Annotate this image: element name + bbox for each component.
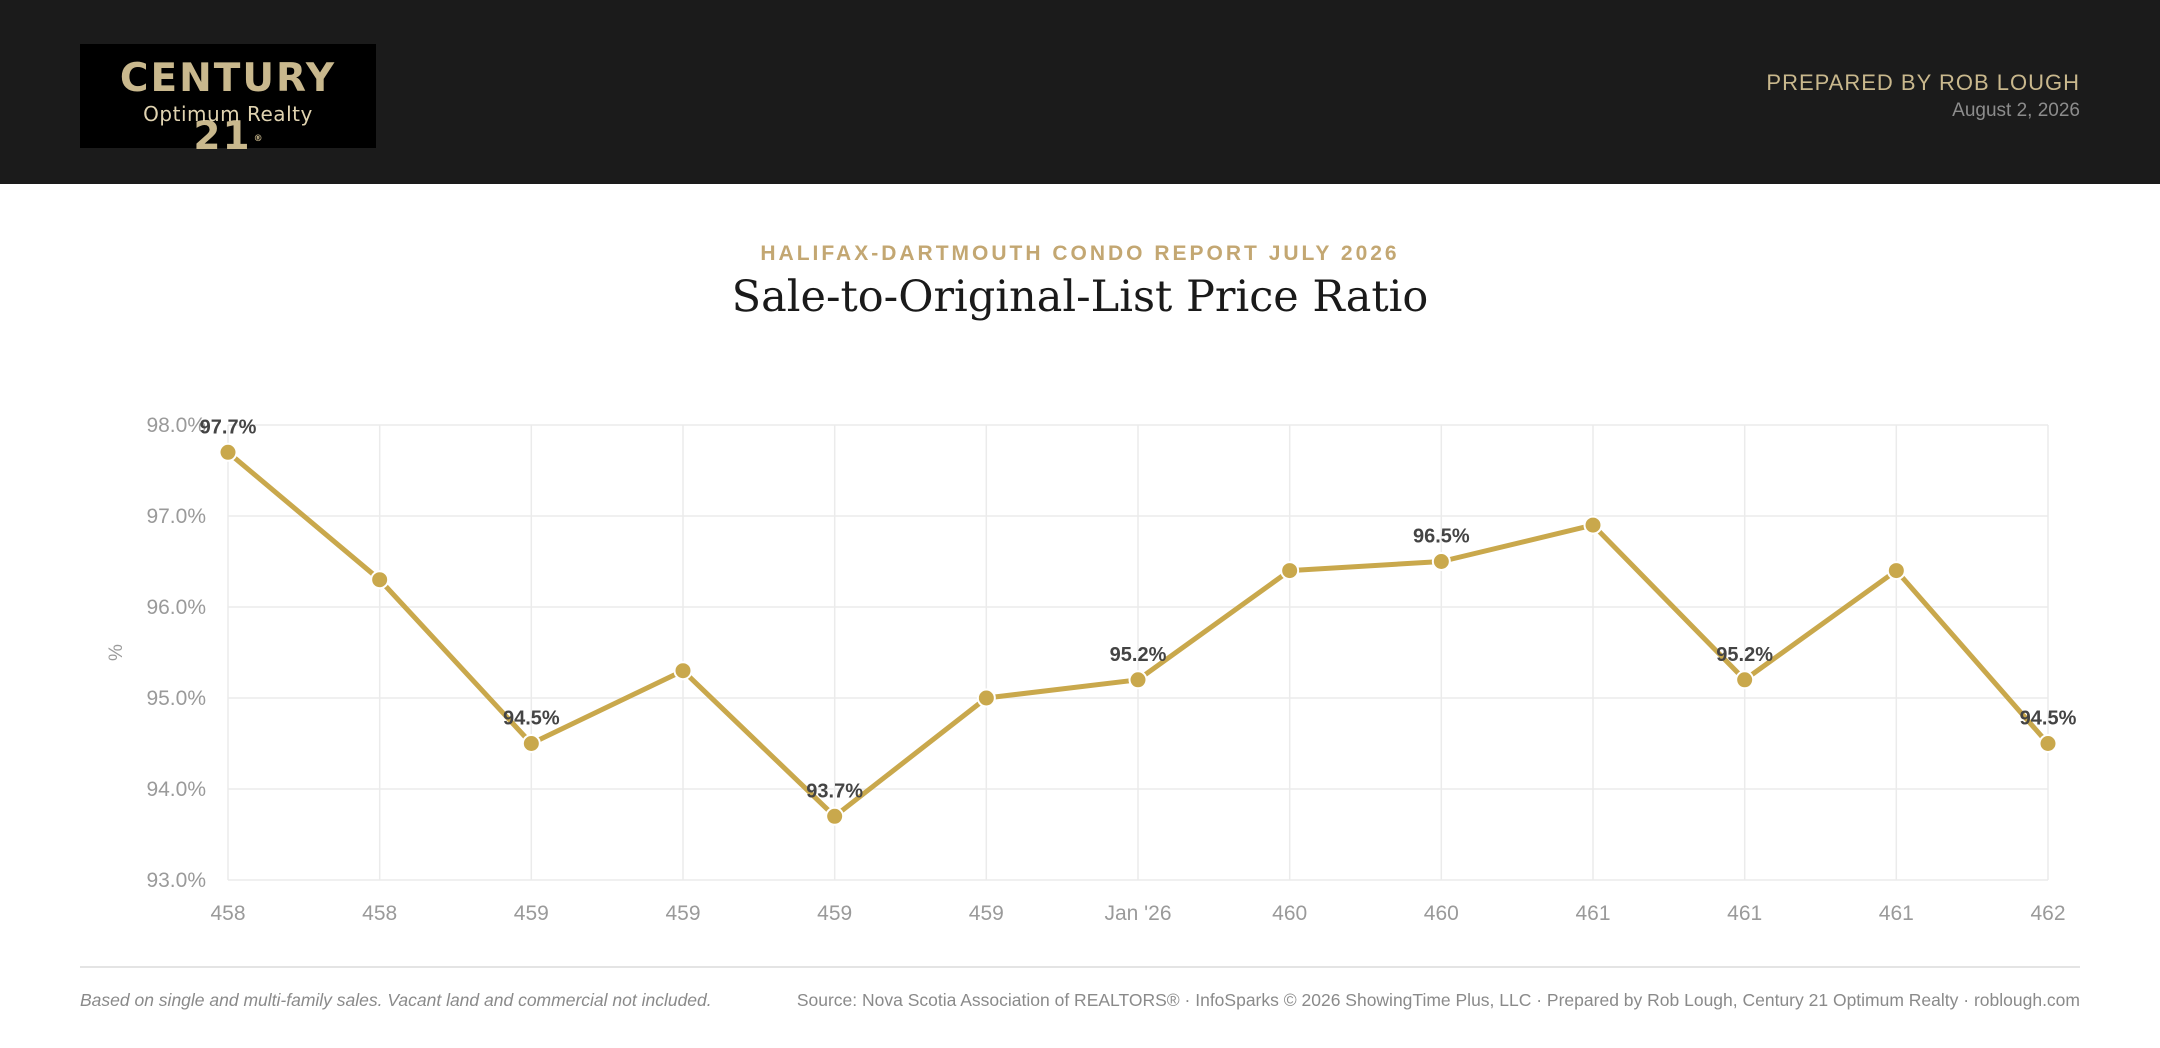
footer-divider bbox=[80, 966, 2080, 968]
data-label: 94.5% bbox=[503, 708, 560, 730]
data-point bbox=[976, 688, 996, 708]
data-point bbox=[673, 661, 693, 681]
x-tick-label: 459 bbox=[665, 902, 700, 925]
footer-source: Source: Nova Scotia Association of REALT… bbox=[796, 990, 2080, 1010]
x-tick-label: 461 bbox=[1879, 902, 1914, 925]
data-point bbox=[2038, 734, 2058, 753]
x-tick-label: 458 bbox=[362, 902, 397, 925]
x-tick-label: 459 bbox=[514, 902, 549, 925]
y-tick-label: 95.0% bbox=[146, 687, 206, 710]
y-tick-label: 93.0% bbox=[146, 869, 206, 892]
report-date: August 2, 2026 bbox=[1952, 100, 2080, 121]
data-point bbox=[1128, 670, 1148, 690]
data-point bbox=[1886, 561, 1906, 581]
chart-title: Sale-to-Original-List Price Ratio bbox=[731, 272, 1429, 322]
footer-note: Based on single and multi-family sales. … bbox=[80, 990, 712, 1010]
prepared-by: PREPARED BY ROB LOUGH bbox=[1766, 70, 2080, 95]
x-tick-label: 460 bbox=[1272, 902, 1307, 925]
x-tick-label: 460 bbox=[1424, 902, 1459, 925]
data-point bbox=[825, 806, 845, 826]
data-point bbox=[1431, 552, 1451, 571]
data-label: 95.2% bbox=[1716, 644, 1773, 666]
data-label: 96.5% bbox=[1413, 526, 1470, 548]
x-tick-label: 462 bbox=[2030, 902, 2065, 925]
y-tick-label: 97.0% bbox=[146, 505, 206, 528]
y-tick-label: 98.0% bbox=[146, 414, 206, 437]
x-tick-label: 459 bbox=[969, 902, 1004, 925]
x-tick-label: 458 bbox=[210, 902, 245, 925]
data-point bbox=[218, 442, 238, 462]
data-point bbox=[1735, 670, 1755, 690]
x-tick-label: 461 bbox=[1727, 902, 1762, 925]
century21-logo: CENTURY 21 ® Optimum Realty bbox=[80, 44, 376, 159]
logo-wordmark: CENTURY 21 ® bbox=[119, 56, 337, 159]
data-point bbox=[521, 734, 541, 753]
data-label: 97.7% bbox=[200, 416, 257, 438]
data-label: 95.2% bbox=[1110, 644, 1167, 666]
data-label: 94.5% bbox=[2020, 708, 2077, 730]
registered-mark: ® bbox=[253, 133, 263, 144]
logo-subtitle: Optimum Realty bbox=[143, 102, 313, 126]
line-chart: 93.0% 94.0% 95.0% 96.0% 97.0% 98.0% 458 458 459 4… bbox=[106, 414, 2077, 925]
report-header: CENTURY 21 ® Optimum Realty PREPARED BY R… bbox=[0, 0, 2160, 184]
y-tick-label: 96.0% bbox=[146, 596, 206, 619]
y-axis-label: % bbox=[106, 644, 127, 661]
y-tick-label: 94.0% bbox=[146, 778, 206, 801]
report-subtitle: HALIFAX-DARTMOUTH CONDO REPORT JULY 2026 bbox=[760, 242, 1400, 265]
data-point bbox=[1280, 561, 1300, 581]
x-tick-label: Jan '26 bbox=[1104, 902, 1171, 925]
x-tick-label: 459 bbox=[817, 902, 852, 925]
data-point bbox=[370, 570, 390, 590]
data-label: 93.7% bbox=[806, 780, 863, 802]
data-point bbox=[1583, 515, 1603, 535]
x-tick-label: 461 bbox=[1575, 902, 1610, 925]
